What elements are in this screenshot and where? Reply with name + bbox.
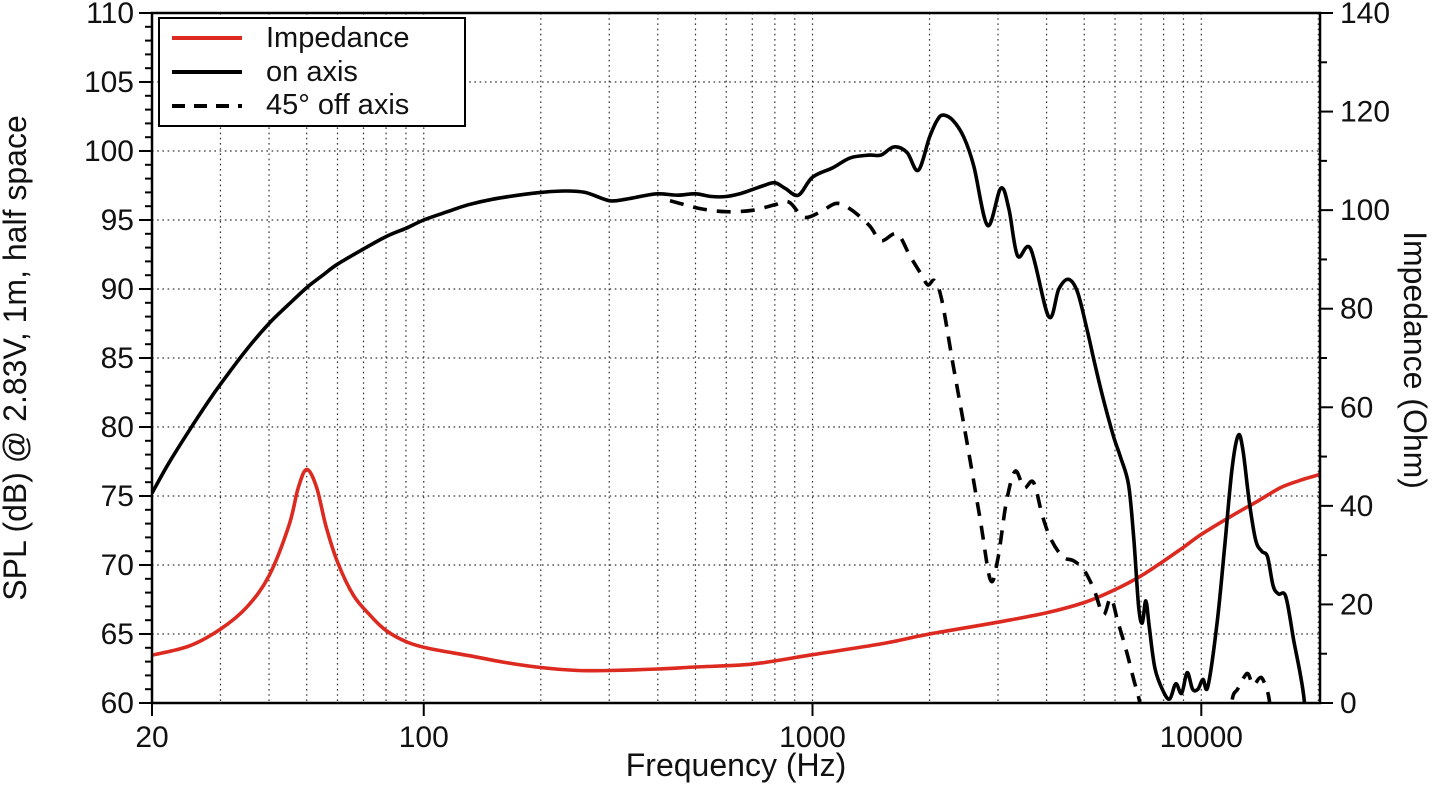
on-axis-line-swatch: [172, 70, 242, 74]
legend-label-impedance: Impedance: [266, 21, 410, 54]
x-tick-label: 1000: [779, 721, 846, 754]
impedance-curve: [152, 467, 1320, 673]
y-right-tick-label: 20: [1340, 588, 1373, 621]
curves: [152, 113, 1320, 703]
tick-labels: 60 65 70 75 80 85 90 95 100 105 110 0 20 40 60 80 100 120…: [84, 0, 1390, 754]
y-right-tick-label: 0: [1340, 687, 1357, 720]
legend: Impedance on axis 45° off axis: [158, 17, 466, 127]
off-axis-line-swatch: [172, 103, 242, 108]
y-left-tick-label: 110: [86, 0, 134, 30]
y-left-tick-label: 70: [101, 549, 134, 582]
legend-label-on-axis: on axis: [266, 55, 358, 88]
y-left-tick-label: 85: [101, 342, 134, 375]
x-tick-label: 100: [399, 721, 449, 754]
y-left-tick-label: 65: [101, 618, 134, 651]
y-left-tick-label: 100: [84, 135, 134, 168]
plot-border: [150, 11, 1322, 705]
legend-item-impedance: Impedance: [172, 22, 464, 55]
legend-item-45-off-axis: 45° off axis: [172, 89, 464, 122]
on-axis-curve: [152, 113, 1307, 703]
legend-item-on-axis: on axis: [172, 56, 464, 89]
y-left-tick-label: 75: [101, 480, 134, 513]
x-tick-label: 20: [135, 721, 168, 754]
legend-label-45-off-axis: 45° off axis: [266, 89, 410, 122]
y-right-tick-label: 120: [1340, 96, 1390, 129]
y-right-tick-label: 40: [1340, 490, 1373, 523]
y-left-tick-label: 60: [101, 687, 134, 720]
off-axis-45-curve: [669, 198, 1272, 703]
x-axis-title: Frequency (Hz): [626, 747, 847, 783]
x-tick-label: 10000: [1160, 721, 1243, 754]
y-left-axis-title: SPL (dB) @ 2.83V, 1m, half space: [0, 115, 33, 600]
y-right-tick-label: 140: [1340, 0, 1390, 30]
y-right-tick-label: 100: [1340, 194, 1390, 227]
y-left-tick-label: 90: [101, 273, 134, 306]
impedance-line-swatch: [172, 36, 242, 41]
y-left-tick-label: 80: [101, 411, 134, 444]
y-right-axis-title: Impedance (Ohm): [1397, 231, 1432, 489]
y-left-tick-label: 95: [101, 204, 134, 237]
y-left-tick-label: 105: [84, 66, 134, 99]
y-right-tick-label: 60: [1340, 391, 1373, 424]
plot-grid: [152, 13, 1320, 703]
y-right-tick-label: 80: [1340, 293, 1373, 326]
